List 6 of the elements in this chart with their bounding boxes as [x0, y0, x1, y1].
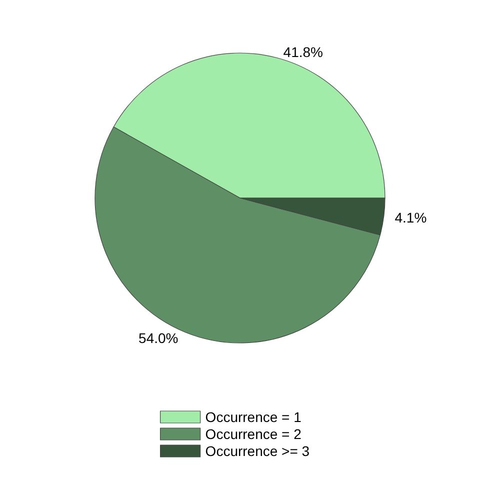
data-label: 54.0% [138, 330, 178, 346]
legend-label: Occurrence >= 3 [205, 443, 310, 459]
data-label: 4.1% [394, 209, 427, 226]
data-label: 41.8% [283, 44, 323, 60]
legend-label: Occurrence = 1 [205, 409, 302, 425]
legend-label: Occurrence = 2 [205, 426, 302, 442]
